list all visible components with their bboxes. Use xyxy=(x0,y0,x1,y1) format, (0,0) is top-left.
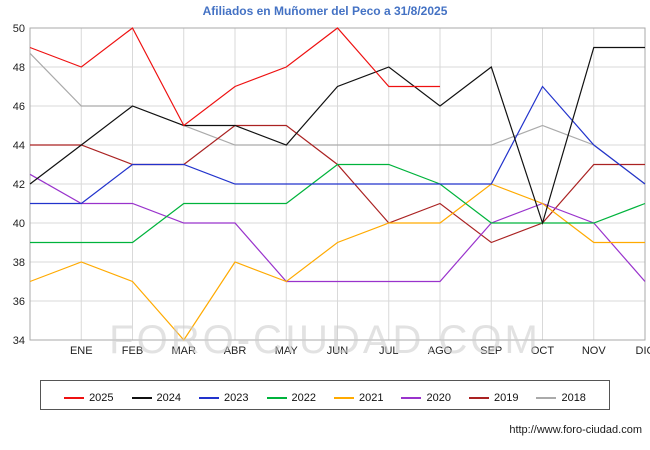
legend-label-2023: 2023 xyxy=(224,392,249,404)
legend-label-2022: 2022 xyxy=(291,392,316,404)
series-line-2024 xyxy=(29,46,645,226)
legend-item-2022[interactable]: 2022 xyxy=(266,392,316,404)
legend-item-2021[interactable]: 2021 xyxy=(334,392,383,404)
legend-item-2024[interactable]: 2024 xyxy=(131,392,182,404)
x-tick-label: MAR xyxy=(172,345,197,357)
foro-ciudad-link[interactable]: http://www.foro-ciudad.com xyxy=(509,424,642,436)
legend-label-2021: 2021 xyxy=(359,392,384,404)
legend-label-2018: 2018 xyxy=(561,392,586,404)
y-tick-label: 46 xyxy=(13,101,25,113)
x-tick-label: ENE xyxy=(70,345,93,357)
legend-box: 2025 2024 2023 2022 2021 2020 2019 2018 xyxy=(0,380,650,410)
legend-swatch-2021 xyxy=(334,397,354,399)
y-tick-label: 48 xyxy=(13,62,25,74)
legend-label-2020: 2020 xyxy=(426,392,451,404)
y-tick-label: 42 xyxy=(13,179,25,191)
x-tick-label: OCT xyxy=(531,345,555,357)
x-tick-label: FEB xyxy=(122,345,143,357)
series-line-2021 xyxy=(29,183,645,341)
legend-label-2025: 2025 xyxy=(89,392,114,404)
series-line-2023 xyxy=(30,85,646,205)
x-tick-label: SEP xyxy=(480,345,502,357)
legend-swatch-2019 xyxy=(468,397,489,399)
x-tick-label: JUN xyxy=(327,345,348,357)
x-tick-label: JUL xyxy=(379,345,399,357)
affiliates-line-chart: 34 36 38 40 42 44 46 48 50 ENE FEB MAR ABR MAY JUN JUL A… xyxy=(13,23,650,357)
x-tick-label: ABR xyxy=(224,345,247,357)
y-tick-label: 34 xyxy=(13,335,25,347)
legend-item-2018[interactable]: 2018 xyxy=(536,392,586,404)
legend-swatch-2020 xyxy=(401,397,422,399)
legend-swatch-2023 xyxy=(199,397,220,399)
chart-legend: 2025 2024 2023 2022 2021 2020 2019 2018 xyxy=(40,380,610,410)
legend-swatch-2022 xyxy=(266,397,287,399)
legend-item-2020[interactable]: 2020 xyxy=(401,392,451,404)
legend-swatch-2018 xyxy=(536,397,557,399)
y-tick-label: 40 xyxy=(13,218,25,230)
x-tick-label: DIC xyxy=(636,345,650,357)
x-tick-label: AGO xyxy=(428,345,453,357)
x-tick-label: NOV xyxy=(582,345,607,357)
legend-item-2019[interactable]: 2019 xyxy=(468,392,519,404)
chart-title: Afiliados en Muñomer del Peco a 31/8/202… xyxy=(202,4,448,18)
x-tick-label: MAY xyxy=(275,345,299,357)
legend-item-2023[interactable]: 2023 xyxy=(199,392,249,404)
legend-label-2024: 2024 xyxy=(156,392,182,404)
legend-swatch-2025 xyxy=(64,397,85,399)
y-tick-label: 36 xyxy=(13,296,25,308)
series-line-2025 xyxy=(29,27,440,127)
y-tick-label: 50 xyxy=(13,23,25,35)
y-tick-label: 38 xyxy=(13,257,25,269)
y-tick-label: 44 xyxy=(13,140,25,152)
legend-label-2019: 2019 xyxy=(493,392,519,404)
legend-swatch-2024 xyxy=(131,397,152,399)
legend-item-2025[interactable]: 2025 xyxy=(64,392,114,404)
